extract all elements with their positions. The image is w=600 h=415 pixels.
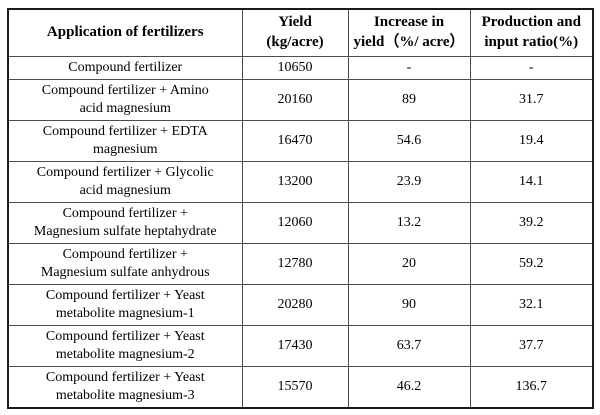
table-row: Compound fertilizer + Magnesium sulfate …: [7, 243, 594, 285]
table-cell-ratio: 14.1: [469, 161, 594, 203]
table-header-row: Application of fertilizers Yield (kg/acr…: [7, 8, 594, 57]
table-cell-application: Compound fertilizer + Yeast metabolite m…: [7, 325, 243, 367]
table-cell-increase: 63.7: [347, 325, 471, 367]
table-cell-application: Compound fertilizer: [7, 56, 243, 80]
table-cell-increase: -: [347, 56, 471, 80]
header-cell-application: Application of fertilizers: [7, 8, 243, 57]
table-cell-increase: 23.9: [347, 161, 471, 203]
table-row: Compound fertilizer 10650 - -: [7, 56, 594, 80]
table-row: Compound fertilizer + Yeast metabolite m…: [7, 366, 594, 409]
table-row: Compound fertilizer + Glycolic acid magn…: [7, 161, 594, 203]
table-cell-yield: 10650: [241, 56, 349, 80]
table-cell-increase: 89: [347, 79, 471, 121]
table-cell-yield: 17430: [241, 325, 349, 367]
table-cell-increase: 90: [347, 284, 471, 326]
table-cell-ratio: 32.1: [469, 284, 594, 326]
table-cell-application: Compound fertilizer + Amino acid magnesi…: [7, 79, 243, 121]
table-cell-application: Compound fertilizer + Yeast metabolite m…: [7, 284, 243, 326]
table-cell-yield: 12780: [241, 243, 349, 285]
table-cell-application: Compound fertilizer + Glycolic acid magn…: [7, 161, 243, 203]
fertilizer-results-table: Application of fertilizers Yield (kg/acr…: [7, 8, 594, 409]
table-cell-application: Compound fertilizer + Magnesium sulfate …: [7, 243, 243, 285]
table-cell-yield: 20280: [241, 284, 349, 326]
table-cell-yield: 20160: [241, 79, 349, 121]
table-cell-yield: 12060: [241, 202, 349, 244]
table-cell-application: Compound fertilizer + Yeast metabolite m…: [7, 366, 243, 409]
table-row: Compound fertilizer + Yeast metabolite m…: [7, 284, 594, 326]
table-cell-ratio: 136.7: [469, 366, 594, 409]
table-cell-ratio: -: [469, 56, 594, 80]
table-cell-yield: 15570: [241, 366, 349, 409]
table-cell-increase: 13.2: [347, 202, 471, 244]
header-cell-ratio: Production and input ratio(%): [469, 8, 594, 57]
table-row: Compound fertilizer + Yeast metabolite m…: [7, 325, 594, 367]
table-cell-ratio: 39.2: [469, 202, 594, 244]
header-cell-yield: Yield (kg/acre): [241, 8, 349, 57]
table-cell-increase: 54.6: [347, 120, 471, 162]
header-cell-increase: Increase in yield（%/ acre）: [347, 8, 471, 57]
table-cell-increase: 20: [347, 243, 471, 285]
table-cell-ratio: 31.7: [469, 79, 594, 121]
table-row: Compound fertilizer + EDTA magnesium 164…: [7, 120, 594, 162]
table-cell-ratio: 37.7: [469, 325, 594, 367]
table-cell-application: Compound fertilizer + Magnesium sulfate …: [7, 202, 243, 244]
table-row: Compound fertilizer + Magnesium sulfate …: [7, 202, 594, 244]
table-cell-yield: 13200: [241, 161, 349, 203]
table-cell-application: Compound fertilizer + EDTA magnesium: [7, 120, 243, 162]
table-cell-increase: 46.2: [347, 366, 471, 409]
table-cell-ratio: 59.2: [469, 243, 594, 285]
table-cell-ratio: 19.4: [469, 120, 594, 162]
table-cell-yield: 16470: [241, 120, 349, 162]
table-row: Compound fertilizer + Amino acid magnesi…: [7, 79, 594, 121]
